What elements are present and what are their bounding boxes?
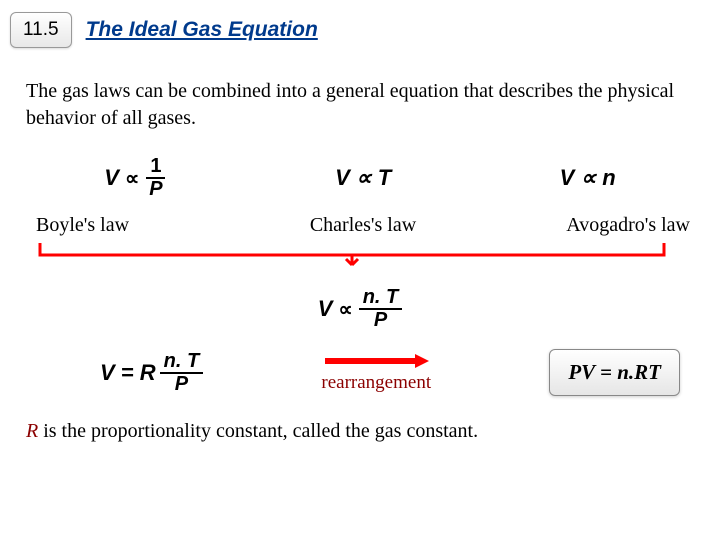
boyle-num: 1 <box>146 156 165 179</box>
rearr-den: P <box>171 374 192 395</box>
charles-label: Charles's law <box>263 214 463 237</box>
combined-den: P <box>370 310 391 331</box>
charles-equation: V ∝ T <box>335 165 391 191</box>
boyle-equation: V ∝ 1 P <box>104 156 166 200</box>
section-number-badge: 11.5 <box>10 12 72 48</box>
result-equation-badge: PV = n.RT <box>549 349 680 396</box>
boyle-fraction: 1 P <box>145 156 166 200</box>
combined-lhs: V <box>318 296 333 322</box>
proportional-symbol: ∝ <box>338 297 352 322</box>
law-names-row: Boyle's law Charles's law Avogadro's law <box>0 206 720 237</box>
equations-row: V ∝ 1 P V ∝ T V ∝ n <box>0 132 720 206</box>
intro-text: The gas laws can be combined into a gene… <box>0 56 720 132</box>
arrow-right-icon <box>321 352 431 370</box>
combining-bracket <box>36 241 684 277</box>
bottom-row: V = R n. T P rearrangement PV = n.RT <box>0 331 720 396</box>
rearranged-equation: V = R n. T P <box>100 351 203 395</box>
proportional-symbol: ∝ <box>125 166 139 191</box>
footer-text: R is the proportionality constant, calle… <box>0 396 720 443</box>
footer-sentence: is the proportionality constant, called … <box>38 420 478 442</box>
avogadro-equation: V ∝ n <box>560 165 616 191</box>
rearr-lhs: V = R <box>100 360 156 386</box>
combined-num: n. T <box>359 287 403 310</box>
combined-fraction: n. T P <box>359 287 403 331</box>
combined-equation: V ∝ n. T P <box>0 287 720 331</box>
section-title: The Ideal Gas Equation <box>86 18 318 42</box>
boyle-den: P <box>145 179 166 200</box>
boyle-lhs: V <box>104 165 119 191</box>
header: 11.5 The Ideal Gas Equation <box>0 0 720 56</box>
rearrangement-block: rearrangement <box>321 352 431 394</box>
avogadro-label: Avogadro's law <box>490 214 690 237</box>
rearr-num: n. T <box>160 351 204 374</box>
rearrangement-label: rearrangement <box>321 372 431 394</box>
rearr-fraction: n. T P <box>160 351 204 395</box>
r-symbol: R <box>26 420 38 442</box>
boyle-label: Boyle's law <box>36 214 236 237</box>
